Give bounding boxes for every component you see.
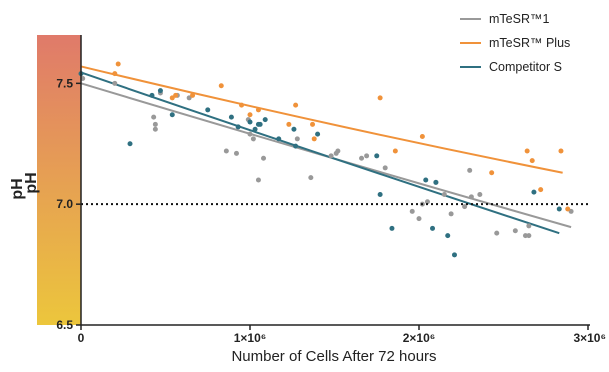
data-point-mtesr1: [151, 114, 157, 120]
data-point-competitor-s: [205, 107, 211, 113]
y-ticks: 6.5 7.0 7.5: [56, 76, 81, 332]
data-point-mtesr1: [424, 199, 430, 205]
data-point-mtesr1: [441, 192, 447, 197]
data-point-mtesr1: [468, 194, 474, 200]
data-point-mtesr-plus: [392, 148, 398, 154]
data-point-mtesr-plus: [218, 83, 224, 89]
data-point-competitor-s: [252, 126, 258, 132]
data-point-mtesr-plus: [489, 170, 495, 176]
legend-label-mtesr1: mTeSR™1: [489, 12, 549, 26]
data-point-mtesr-plus: [255, 107, 261, 113]
data-point-mtesr-plus: [377, 95, 383, 101]
y-axis-label: pH: [9, 178, 26, 199]
data-point-mtesr-plus: [173, 92, 179, 98]
data-point-mtesr1: [294, 136, 300, 142]
data-point-competitor-s: [149, 92, 155, 98]
data-points: [78, 61, 574, 258]
data-point-mtesr-plus: [419, 134, 425, 139]
fit-line-mtesr-plus: [80, 65, 563, 174]
data-point-competitor-s: [315, 131, 321, 137]
data-point-mtesr1: [223, 148, 229, 154]
data-point-competitor-s: [377, 192, 383, 197]
x-ticks: 0 1×10⁶ 2×10⁶ 3×10⁶: [78, 325, 606, 345]
x-tick-label: 1×10⁶: [234, 331, 267, 345]
legend: mTeSR™1 mTeSR™ Plus Competitor S: [460, 12, 570, 74]
data-point-mtesr1: [233, 150, 239, 156]
data-point-mtesr1: [416, 216, 422, 222]
data-point-competitor-s: [451, 252, 457, 258]
data-point-mtesr-plus: [565, 206, 571, 212]
data-point-mtesr-plus: [115, 61, 121, 67]
data-point-mtesr1: [333, 150, 339, 156]
data-point-mtesr-plus: [310, 121, 316, 127]
data-point-competitor-s: [291, 126, 297, 132]
data-point-competitor-s: [228, 114, 234, 120]
x-tick-label: 0: [78, 331, 85, 345]
data-point-mtesr1: [409, 208, 415, 214]
x-axis-label: Number of Cells After 72 hours: [231, 348, 436, 365]
data-point-mtesr1: [467, 167, 473, 173]
legend-label-competitor-s: Competitor S: [489, 60, 562, 74]
data-point-mtesr1: [328, 153, 334, 159]
data-point-mtesr1: [382, 165, 388, 171]
x-tick-label: 3×10⁶: [573, 331, 606, 345]
ph-gradient-bar: [37, 35, 81, 325]
data-point-mtesr1: [247, 131, 253, 137]
data-point-mtesr1: [250, 136, 256, 142]
data-point-competitor-s: [293, 143, 299, 149]
data-point-competitor-s: [556, 206, 562, 212]
data-point-competitor-s: [127, 141, 133, 147]
data-point-mtesr-plus: [558, 148, 564, 154]
data-point-competitor-s: [430, 225, 436, 231]
fit-lines: [80, 65, 572, 235]
fit-line-competitor-s: [80, 71, 560, 235]
data-point-mtesr-plus: [529, 158, 535, 164]
data-point-mtesr-plus: [311, 136, 317, 142]
legend-label-mtesr-plus: mTeSR™ Plus: [489, 36, 570, 50]
data-point-competitor-s: [433, 179, 439, 185]
data-point-mtesr1: [526, 223, 532, 229]
data-point-mtesr1: [261, 155, 267, 161]
data-point-competitor-s: [257, 121, 263, 127]
data-point-competitor-s: [247, 119, 253, 125]
data-point-mtesr1: [462, 204, 468, 210]
data-point-competitor-s: [423, 177, 429, 183]
data-point-competitor-s: [276, 136, 282, 142]
x-tick-label: 2×10⁶: [403, 331, 436, 345]
data-point-competitor-s: [389, 225, 395, 231]
data-point-mtesr-plus: [286, 121, 292, 127]
data-point-mtesr1: [152, 121, 158, 127]
y-axis-label-stacked: pH: [23, 172, 40, 193]
data-point-competitor-s: [445, 233, 451, 239]
data-point-competitor-s: [235, 124, 241, 130]
data-point-mtesr-plus: [247, 112, 253, 118]
data-point-mtesr1: [255, 177, 261, 183]
data-point-mtesr1: [512, 228, 518, 234]
data-point-mtesr1: [112, 80, 118, 86]
data-point-mtesr1: [477, 192, 483, 197]
data-point-competitor-s: [157, 88, 163, 94]
y-tick-label: 7.5: [56, 76, 73, 90]
data-point-mtesr-plus: [524, 148, 530, 154]
data-point-mtesr-plus: [293, 102, 299, 108]
data-point-mtesr-plus: [538, 187, 544, 193]
y-tick-label: 7.0: [56, 197, 73, 211]
data-point-mtesr-plus: [239, 102, 245, 108]
data-point-mtesr1: [448, 211, 454, 217]
data-point-mtesr1: [364, 153, 370, 159]
data-point-mtesr1: [308, 175, 314, 181]
data-point-competitor-s: [374, 153, 380, 159]
data-point-mtesr-plus: [190, 92, 196, 98]
data-point-competitor-s: [262, 117, 268, 123]
data-point-competitor-s: [169, 112, 175, 118]
data-point-mtesr1: [359, 155, 365, 161]
data-point-mtesr1: [152, 126, 158, 132]
data-point-mtesr-plus: [112, 71, 118, 77]
data-point-competitor-s: [531, 189, 537, 195]
y-tick-label: 6.5: [56, 318, 73, 332]
data-point-mtesr1: [526, 233, 532, 239]
data-point-mtesr1: [494, 230, 500, 236]
